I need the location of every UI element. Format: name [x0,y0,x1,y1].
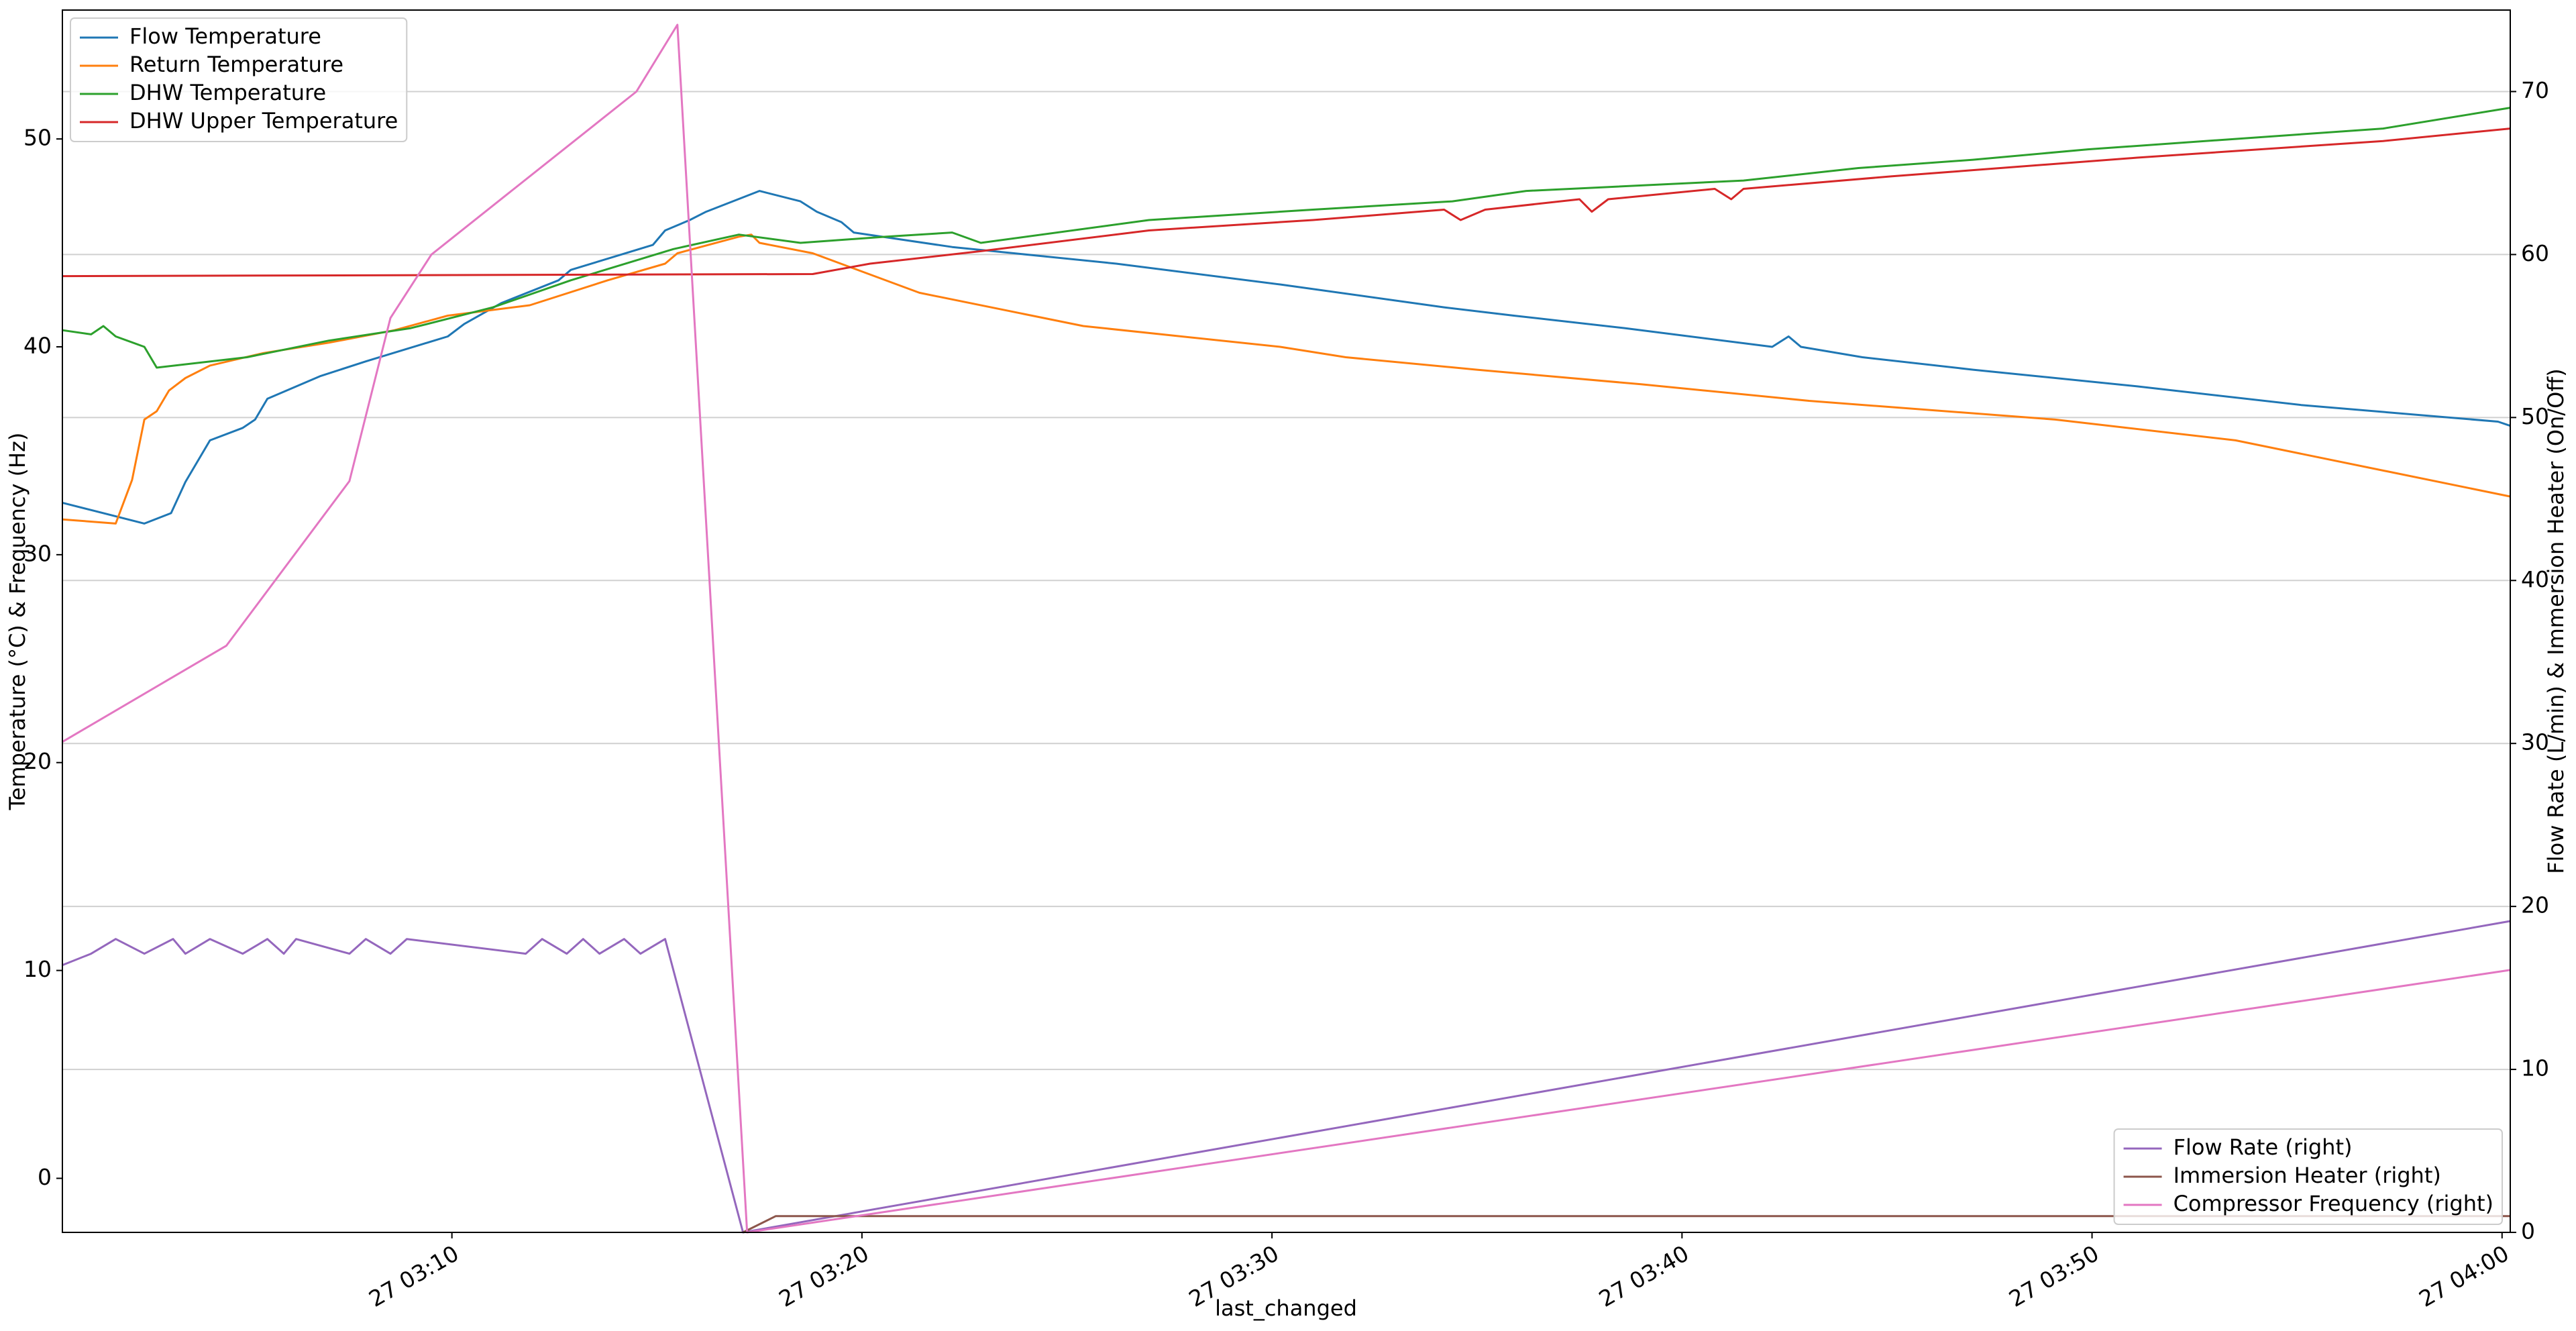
legend-label: DHW Temperature [129,80,326,105]
y-tick-label: 0 [38,1164,52,1190]
x-tick-label: 27 04:00 [2414,1240,2513,1312]
y2-tick-label: 0 [2521,1218,2535,1244]
legend-label: Compressor Frequency (right) [2174,1191,2493,1216]
series-line [62,23,2511,1234]
y-tick-label: 50 [23,125,52,151]
y-tick-label: 40 [23,332,52,358]
x-tick-label: 27 03:10 [364,1240,463,1312]
y2-tick-label: 10 [2521,1055,2549,1081]
legend-label: Flow Rate (right) [2174,1134,2353,1160]
y-tick-label: 10 [23,956,52,982]
y2-tick-label: 70 [2521,77,2549,103]
series-line [62,107,2511,369]
y2-tick-label: 40 [2521,566,2549,592]
y2-tick-label: 60 [2521,240,2549,266]
legend-label: Immersion Heater (right) [2174,1163,2441,1188]
legend-label: Return Temperature [129,52,343,77]
series-line [62,920,2511,1234]
series-line [62,127,2511,278]
y-tick-label: 30 [23,540,52,566]
legend-box [70,17,408,142]
x-tick-label: 27 03:50 [2004,1240,2103,1312]
series-line [62,233,2511,525]
y-axis-label: Temperature (°C) & Frequency (Hz) [5,433,30,811]
x-tick-label: 27 03:20 [774,1240,873,1312]
legend: Flow Temperature Return Temperature DHW Te… [70,17,408,142]
plot-frame [62,9,2511,1233]
series-line [62,190,2511,525]
y2-tick-label: 20 [2521,892,2549,918]
x-axis-label: last_changed [1215,1295,1357,1321]
y2-tick-label: 50 [2521,403,2549,429]
y2-axis-label: Flow Rate (L/min) & Immersion Heater (On… [2543,368,2569,874]
legend-label: DHW Upper Temperature [129,108,398,134]
x-tick-label: 27 03:40 [1595,1240,1693,1312]
legend: Flow Rate (right) Immersion Heater (right… [2113,1128,2503,1225]
legend-label: Flow Temperature [129,23,321,49]
y2-tick-label: 30 [2521,729,2549,755]
series-line [742,1215,2510,1234]
legend-box [2113,1128,2503,1225]
y-tick-label: 20 [23,748,52,774]
